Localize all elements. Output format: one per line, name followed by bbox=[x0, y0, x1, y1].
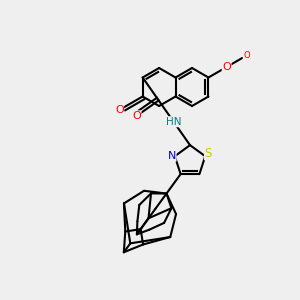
Text: S: S bbox=[205, 147, 212, 160]
Text: O: O bbox=[115, 105, 124, 115]
Text: HN: HN bbox=[166, 117, 182, 127]
Text: O: O bbox=[243, 51, 250, 60]
Text: N: N bbox=[168, 151, 176, 161]
Text: O: O bbox=[222, 62, 231, 72]
Text: O: O bbox=[132, 111, 141, 121]
